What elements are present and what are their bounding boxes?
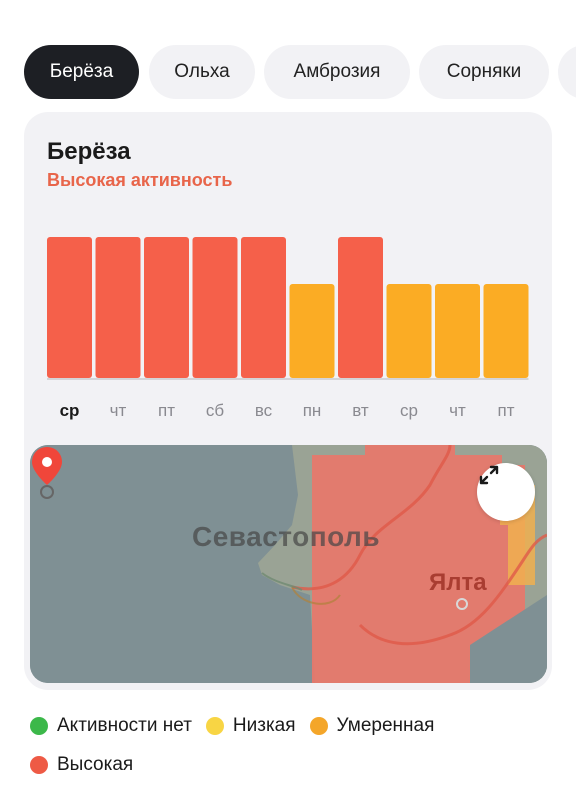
legend-row-1: Активности нет Низкая Умеренная <box>30 714 448 738</box>
location-pin-icon <box>32 447 62 499</box>
forecast-chart: ср чт пт сб вс пн вт ср чт пт <box>47 237 529 420</box>
chart-day-label-0: ср <box>60 401 80 420</box>
map-label-yalta: Ялта <box>429 569 487 596</box>
legend-label-none: Активности нет <box>57 715 192 736</box>
chart-day-label-8: чт <box>449 401 466 420</box>
chart-bar-2 <box>144 237 189 378</box>
legend-item-moderate: Умеренная <box>309 715 435 737</box>
tab-more[interactable] <box>558 45 576 99</box>
expand-map-button[interactable] <box>477 463 535 521</box>
legend-label-low: Низкая <box>232 715 296 736</box>
chart-bar-9 <box>483 284 529 378</box>
chart-day-label-9: пт <box>498 401 515 420</box>
legend-dot-moderate <box>309 717 328 735</box>
tab-alder[interactable]: Ольха <box>149 45 255 99</box>
chart-bar-4 <box>241 237 286 378</box>
activity-status: Высокая активность <box>47 170 233 190</box>
legend-dot-high <box>30 756 48 774</box>
pollen-map[interactable]: Севастополь Ялта <box>30 445 547 683</box>
chart-bar-3 <box>192 237 238 378</box>
yalta-marker <box>456 598 468 610</box>
chart-bar-5 <box>289 284 335 378</box>
allergen-tabs: Берёза Ольха Амброзия Сорняки <box>24 45 576 99</box>
map-label-sevastopol: Севастополь <box>192 521 381 552</box>
legend-label-moderate: Умеренная <box>336 715 435 736</box>
legend-row-2: Высокая <box>30 753 147 777</box>
chart-day-label-5: пн <box>303 401 322 420</box>
tab-birch[interactable]: Берёза <box>24 45 139 99</box>
chart-day-label-1: чт <box>110 401 127 420</box>
tab-ragweed[interactable]: Амброзия <box>264 45 410 99</box>
chart-day-label-2: пт <box>158 401 175 420</box>
chart-day-label-4: вс <box>255 401 273 420</box>
chart-bar-1 <box>95 237 141 378</box>
chart-bar-0 <box>47 237 92 378</box>
tab-weeds[interactable]: Сорняки <box>419 45 549 99</box>
legend-item-none: Активности нет <box>30 715 192 737</box>
legend-dot-none <box>30 717 48 735</box>
legend-label-high: Высокая <box>57 754 134 775</box>
legend-item-high: Высокая <box>30 754 133 776</box>
chart-day-label-7: ср <box>400 401 418 420</box>
map-graphic <box>30 445 547 683</box>
chart-day-label-3: сб <box>206 401 225 420</box>
chart-bar-6 <box>338 237 383 378</box>
legend-dot-low <box>205 717 224 735</box>
legend-item-low: Низкая <box>205 715 296 737</box>
expand-icon <box>479 465 499 485</box>
chart-day-label-6: вт <box>352 401 369 420</box>
chart-bar-7 <box>386 284 432 378</box>
card-title: Берёза <box>47 138 131 165</box>
chart-bar-8 <box>435 284 480 378</box>
